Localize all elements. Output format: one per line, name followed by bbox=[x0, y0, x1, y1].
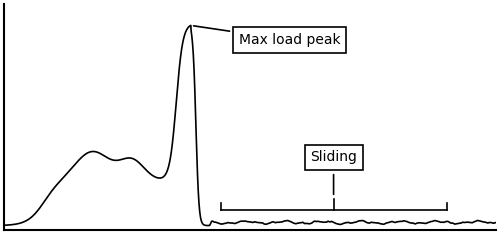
Text: Sliding: Sliding bbox=[310, 150, 357, 164]
Text: Max load peak: Max load peak bbox=[194, 26, 340, 47]
